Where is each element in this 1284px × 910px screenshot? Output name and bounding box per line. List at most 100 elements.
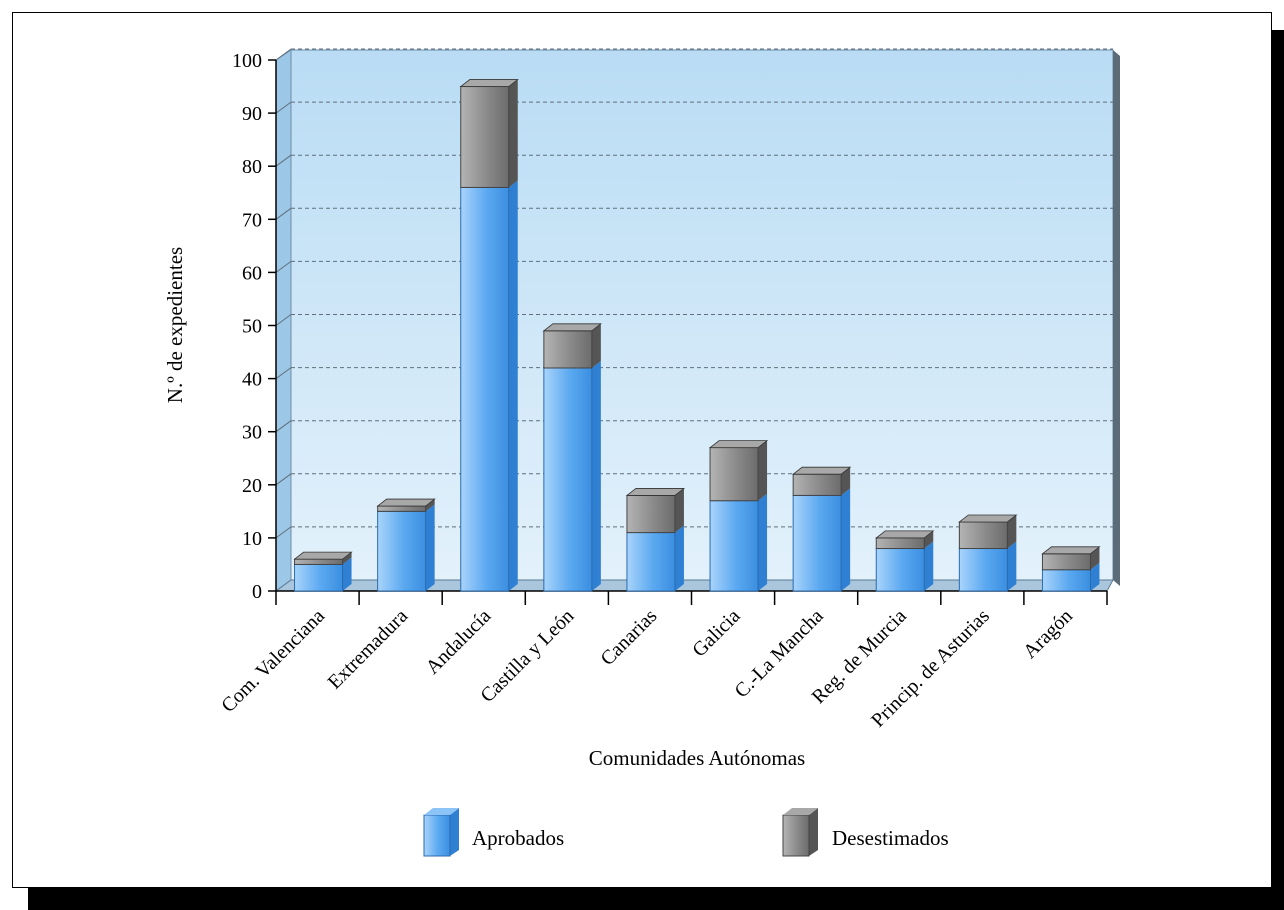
legend-swatch-desestimados [782,814,810,857]
bar-front [875,548,925,592]
legend-item-desestimados: Desestimados [782,808,949,857]
bar-top [958,514,1018,523]
legend-swatch-aprobados [423,814,451,857]
y-tick-label: 50 [242,316,262,338]
y-tick-label: 40 [242,369,262,391]
bar-front [294,563,344,592]
bar-top [708,440,769,449]
bar-aprobados-7 [875,541,934,592]
bar-side [1090,562,1100,591]
plot-back-wall-shadow [1113,50,1120,586]
bar-side [758,493,768,591]
legend-item-aprobados: Aprobados [423,808,564,857]
bar-top [875,530,935,539]
bar-aprobados-2 [460,180,518,592]
x-tick-label: Aragón [1019,605,1077,663]
bar-top [293,551,353,560]
bar-side [758,440,768,501]
y-tick-label: 0 [252,581,262,603]
bar-front [543,330,593,369]
bar-side [591,323,601,368]
bar-side [591,360,601,591]
legend: Aprobados Desestimados [423,808,949,857]
bar-desestimados-8 [958,514,1018,550]
bar-side [674,488,684,533]
bar-front [460,86,510,188]
bar-aprobados-5 [709,493,768,592]
bar-desestimados-9 [1041,546,1101,571]
gridline-depth [275,154,292,167]
bar-aprobados-9 [1041,562,1100,592]
gridline-depth [275,101,292,114]
bar-aprobados-4 [626,525,684,592]
x-tick-label: Galicia [688,605,744,661]
x-axis-title: Comunidades Autónomas [589,746,805,770]
y-tick-label: 30 [242,422,262,444]
bar-side [1007,514,1017,549]
bar-desestimados-2 [459,79,519,188]
bar-aprobados-8 [958,541,1017,592]
y-tick-label: 90 [242,103,262,125]
bar-side [674,525,684,591]
x-tick-label: Com. Valenciana [217,605,329,717]
bar-side [1007,541,1017,591]
bar-side [841,467,851,496]
bar-front [294,558,344,565]
bar-desestimados-3 [542,323,603,369]
bar-side [924,541,934,591]
legend-swatch-desestimados-side [809,808,818,856]
bar-side [841,488,851,591]
bar-front [460,186,510,592]
bar-front [958,521,1008,550]
bar-top [625,488,686,496]
bar-front [792,494,842,592]
bar-aprobados-0 [294,557,352,592]
y-tick-label: 70 [242,209,262,231]
gridline-depth [275,260,292,273]
bar-side [924,530,934,549]
legend-swatch-aprobados-top [424,808,459,815]
bar-aprobados-1 [377,504,435,592]
y-tick-label: 100 [232,50,262,72]
y-tick-label: 20 [242,475,262,497]
bar-desestimados-5 [708,440,769,502]
bar-side [342,557,352,591]
bar-front [958,548,1008,592]
bar-front [377,510,427,592]
bar-front [709,447,759,502]
bar-aprobados-6 [792,488,851,592]
bar-desestimados-0 [293,551,353,565]
gridline-depth [275,48,292,61]
bar-front [1041,569,1091,592]
bar-side [342,552,352,565]
bar-front [709,500,759,592]
gridline-depth [275,314,292,326]
bar-side [425,504,435,591]
y-tick-label: 80 [242,156,262,178]
bar-side [425,499,435,512]
y-axis-title: N.º de expedientes [163,247,187,403]
bar-front [875,537,925,550]
gridline-depth [275,473,292,486]
bar-side [508,79,518,188]
bar-top [542,323,603,332]
gridline-depth [275,526,292,539]
y-tick-label: 10 [242,528,262,550]
gridline-depth [275,420,292,433]
bar-side [508,180,518,591]
bar-top [791,466,852,475]
bar-top [376,498,436,507]
bar-front [1041,553,1091,571]
y-tick-label: 60 [242,262,262,284]
gridline-depth [275,367,292,380]
legend-swatch-aprobados-side [450,808,459,856]
legend-label-aprobados: Aprobados [472,826,564,850]
bar-front [377,505,427,512]
bar-top [459,79,519,87]
bar-front [792,473,842,496]
legend-swatch-desestimados-top [783,808,818,815]
bar-desestimados-4 [625,488,686,534]
bar-front [626,532,676,592]
